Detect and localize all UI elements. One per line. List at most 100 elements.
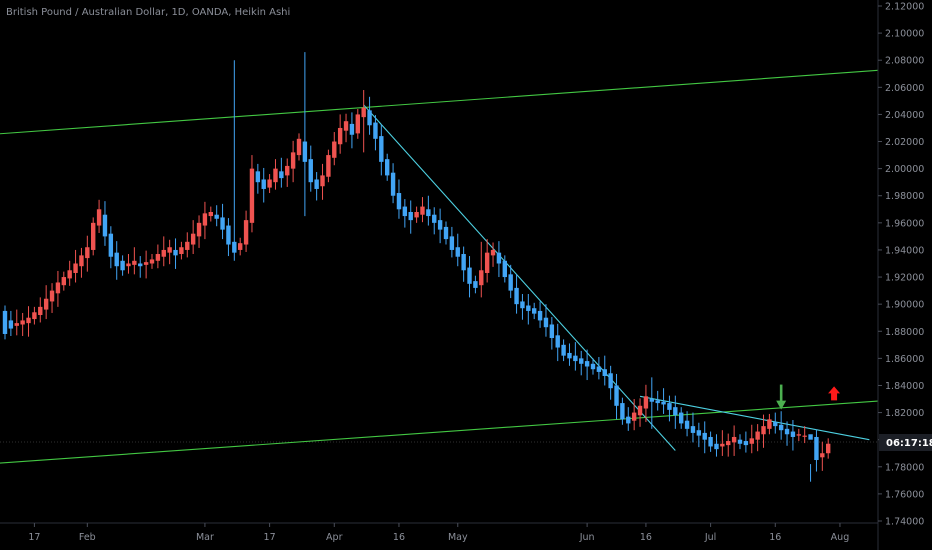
candle-body [232,241,237,253]
trendline-layer [0,69,879,464]
candle-body [561,344,566,356]
y-tick-label: 1.86000 [885,354,924,365]
candle-body [173,249,178,256]
candle-body [467,267,472,284]
candle-body [255,171,261,183]
candle-body [396,193,402,210]
candle [167,239,172,265]
candle-body [26,317,31,324]
candle-body [314,179,319,189]
candle-body [214,214,219,219]
y-tick-label: 2.02000 [885,137,924,148]
candle-body [196,222,202,237]
candle [690,412,696,443]
candle-body [590,363,596,370]
candle [290,140,296,183]
candle [584,349,590,381]
candle-body [120,260,125,271]
y-tick-label: 1.94000 [885,245,924,256]
y-tick-label: 2.10000 [885,29,924,40]
candle [408,200,413,234]
candle-body [496,252,502,264]
candle-body [514,287,519,305]
candle [655,390,660,411]
candle [679,407,684,429]
y-tick-label: 1.96000 [885,218,924,229]
candle-body [420,206,425,215]
candle [661,388,666,414]
candle [496,241,502,278]
candle-body [684,420,690,429]
candle-body [167,247,172,253]
y-tick-label: 1.90000 [885,300,924,311]
y-tick-label: 2.00000 [885,164,924,175]
candle-body [755,431,760,440]
candle [767,413,772,435]
candle [8,310,14,337]
candle-body [608,373,613,389]
x-tick-label: Aug [831,532,850,543]
candle-body [784,428,790,435]
candle-body [143,262,149,265]
candle [502,255,507,283]
candle-body [261,179,266,189]
candle-body [91,222,96,250]
green-down-arrow-icon [776,384,787,410]
candle-body [79,255,84,267]
candle [214,205,219,227]
candle-body [96,209,102,226]
candle-body [326,155,331,177]
candle-body [596,366,602,372]
candle-body [502,260,507,278]
candle [261,167,266,203]
candle-body [367,110,372,126]
y-tick-label: 1.84000 [885,381,924,392]
candle-body [526,305,531,311]
x-tick-label: 16 [640,532,652,543]
candle [673,395,678,429]
arrow-body [828,386,841,401]
candle-body [679,412,684,424]
candle [285,158,290,187]
x-tick-label: Apr [326,532,343,543]
candle-body [731,436,737,443]
candle-body [285,165,290,176]
candle [637,398,643,427]
candle [455,233,460,267]
candle [390,163,396,204]
candle-body [249,168,255,223]
candle-body [778,424,784,431]
candle-body [55,282,61,294]
candle-body [190,233,196,245]
candle-body [555,335,560,348]
candle-body [102,214,108,237]
candle-body [661,401,666,405]
candle-body [626,416,631,424]
marker-layer [776,384,841,410]
candle-body [649,399,654,402]
candle-body [379,136,384,162]
candle-body [385,159,390,176]
y-tick-label: 2.12000 [885,2,924,13]
candle-body [308,159,313,183]
candle [85,235,90,272]
candle [26,306,31,337]
candle-body [473,281,478,288]
candle-body [761,426,766,435]
candle-body [38,306,43,315]
candle [202,201,208,240]
candle-body [749,438,754,444]
candle [631,399,637,431]
candle [755,424,760,452]
candle-body [2,310,8,334]
candle-body [796,434,801,436]
candle [643,384,649,423]
candle-body [620,403,625,420]
candle [355,109,360,139]
candle [337,114,343,154]
candle-body [32,312,37,320]
candle-body [490,249,496,256]
